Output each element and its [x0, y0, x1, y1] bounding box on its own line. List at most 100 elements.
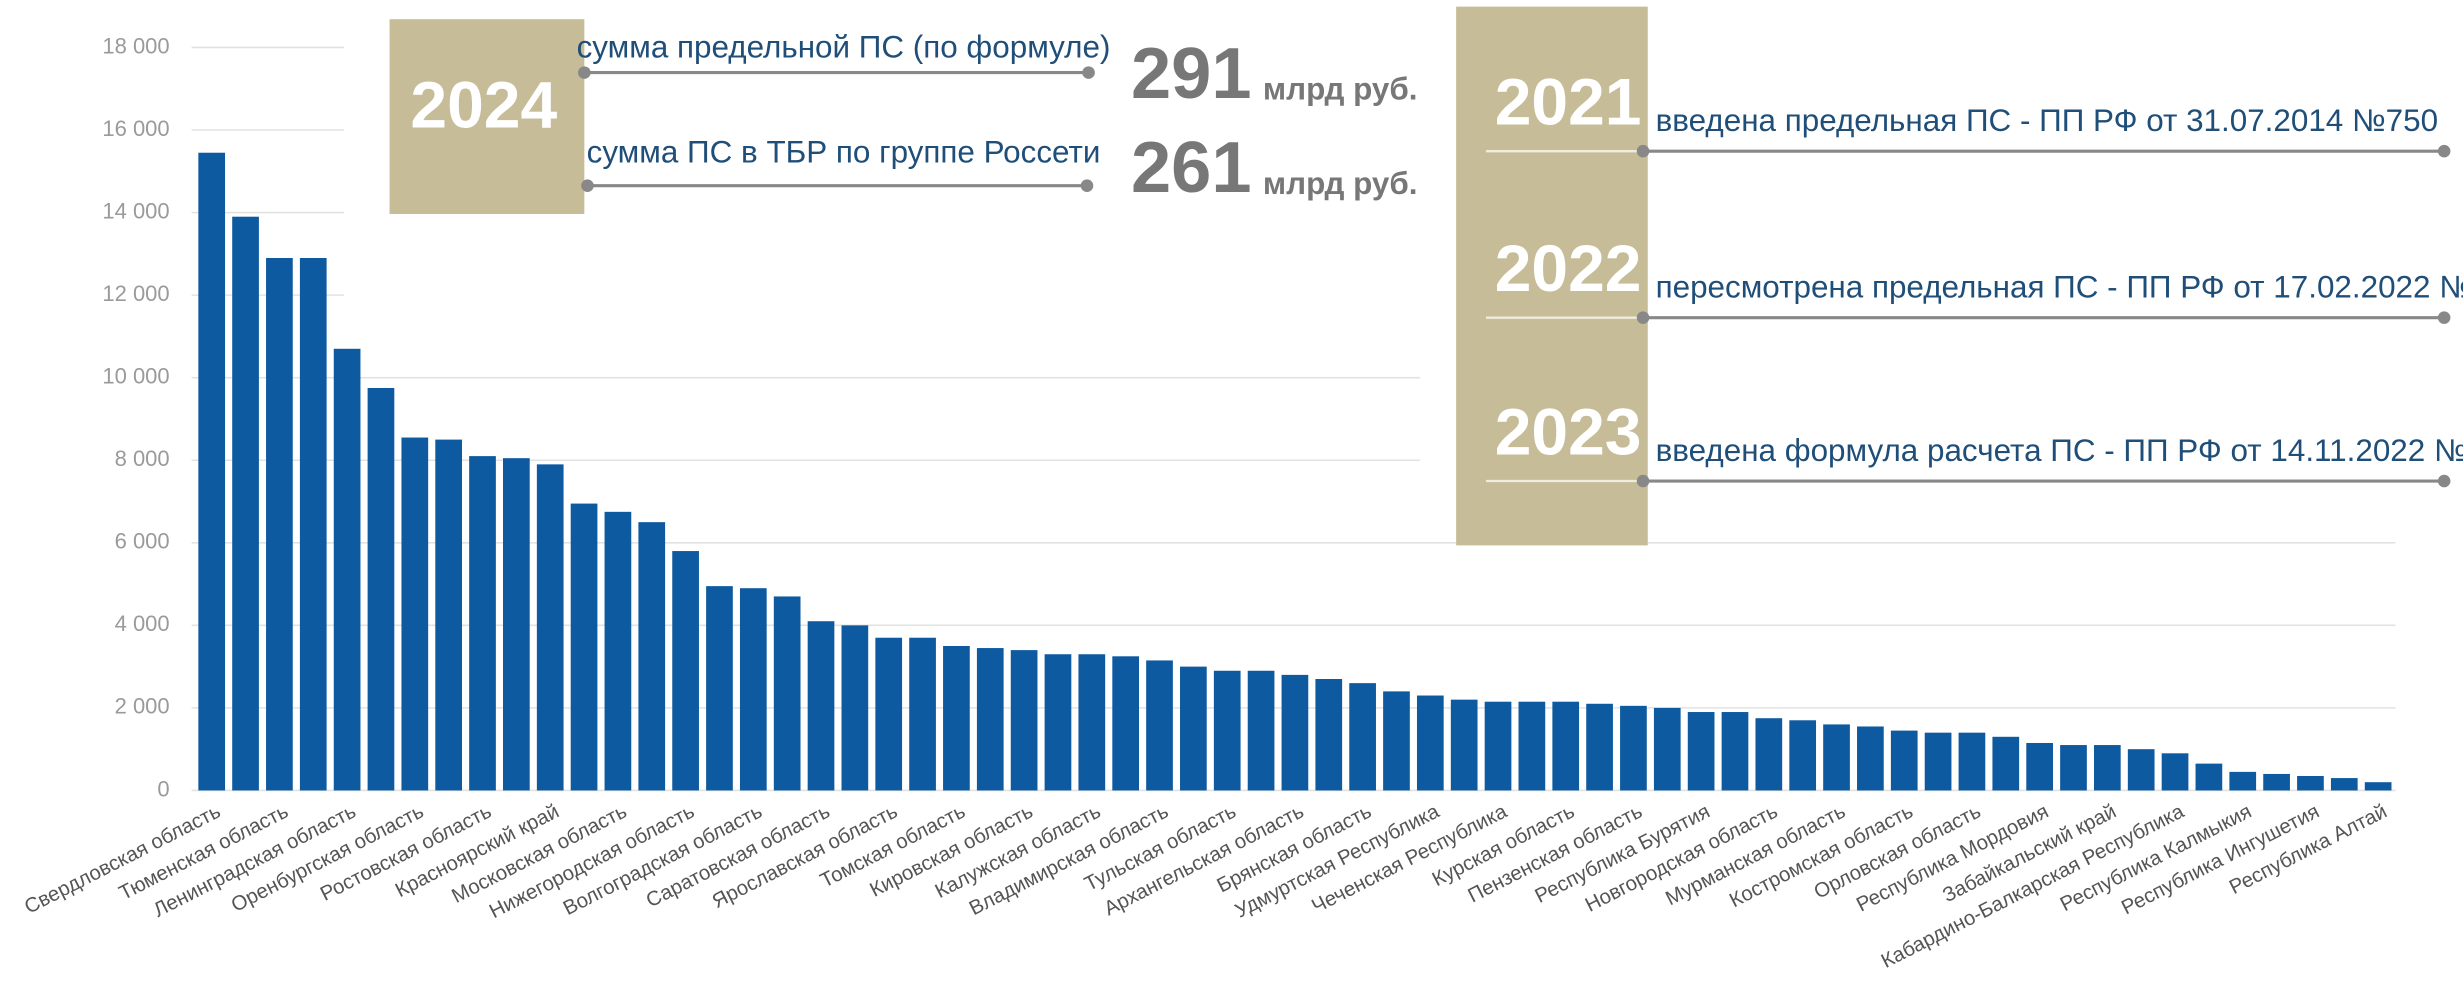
bar [299, 257, 327, 791]
y-tick-label: 12 000 [102, 281, 169, 306]
dot [1636, 144, 1650, 158]
y-tick-label: 16 000 [102, 116, 169, 141]
bar [1620, 705, 1647, 791]
bar [1518, 701, 1546, 791]
bar [2127, 749, 2155, 791]
bar [638, 522, 666, 791]
bar [1484, 701, 1512, 791]
bar [1924, 732, 1952, 791]
bar [1180, 666, 1207, 791]
year-box [389, 19, 585, 214]
bar [2364, 782, 2392, 791]
timeline-year: 2021 [1495, 65, 1642, 139]
timeline: 2021 введена предельная ПС - ПП РФ от 31.… [1485, 65, 2463, 488]
bar [435, 439, 463, 791]
bar [570, 503, 598, 791]
summary-label: сумма предельной ПС (по формуле) [577, 29, 1111, 64]
bar [266, 257, 293, 791]
bar [1112, 656, 1140, 791]
bar [2093, 745, 2121, 791]
timeline-text: пересмотрена предельная ПС - ПП РФ от 17… [1656, 270, 2463, 305]
bar [1383, 691, 1410, 791]
bar [1247, 670, 1275, 791]
bar [1857, 726, 1884, 791]
bar [1823, 724, 1850, 791]
timeline-year: 2023 [1495, 394, 1642, 468]
dot [2437, 311, 2451, 324]
bar [1958, 732, 1986, 791]
y-tick-label: 14 000 [102, 198, 169, 223]
bar [672, 551, 699, 791]
bar [2297, 776, 2324, 791]
timeline-text: введена предельная ПС - ПП РФ от 31.07.2… [1656, 103, 2438, 138]
bar [1552, 701, 1580, 791]
bar [909, 637, 936, 791]
bar [2330, 778, 2358, 791]
bar [198, 152, 226, 791]
bar [1010, 650, 1038, 791]
bar [1450, 699, 1478, 791]
timeline-text: введена формула расчета ПС - ПП РФ от 14… [1656, 433, 2463, 468]
bar [536, 464, 564, 791]
bar [1078, 654, 1106, 791]
bar [401, 437, 429, 791]
dot [1080, 179, 1094, 192]
bar [2195, 763, 2223, 791]
bar [2060, 745, 2087, 791]
bar [469, 456, 496, 791]
bar [1992, 736, 2020, 791]
dot [1636, 311, 1650, 324]
summary-value: 261 [1131, 128, 1252, 208]
bar [2263, 773, 2290, 791]
bar [807, 621, 835, 791]
y-tick-label: 0 [157, 776, 169, 801]
bar [739, 588, 767, 791]
bar [2161, 753, 2189, 791]
bar [875, 637, 903, 791]
timeline-box [1456, 6, 1648, 546]
bar [1044, 654, 1072, 791]
dot [581, 179, 594, 192]
y-tick-label: 8 000 [115, 446, 170, 471]
bar [1890, 730, 1918, 791]
bar [1755, 718, 1783, 791]
bar [1687, 712, 1715, 791]
bar [232, 216, 259, 791]
bar [1315, 679, 1343, 791]
bar [1653, 707, 1681, 791]
y-tick-label: 6 000 [115, 529, 170, 554]
bar [706, 586, 733, 791]
backdrop [344, 0, 2463, 362]
bar [1721, 712, 1749, 791]
y-tick-label: 18 000 [102, 33, 169, 58]
bar [604, 511, 632, 791]
bar [1281, 674, 1309, 791]
bar [841, 625, 869, 791]
bar [367, 388, 395, 791]
timeline-year: 2022 [1495, 231, 1642, 305]
summary-year: 2024 [410, 68, 557, 142]
y-tick-label: 10 000 [102, 363, 169, 388]
y-tick-label: 2 000 [115, 694, 170, 719]
bar [2026, 742, 2053, 791]
bar [1349, 683, 1376, 791]
bar [1146, 660, 1173, 791]
bar [2229, 771, 2257, 791]
summary-label: сумма ПС в ТБР по группе Россети [587, 135, 1101, 170]
dot [2437, 474, 2451, 488]
bar [1416, 695, 1444, 791]
dot [578, 66, 591, 79]
summary-value: 291 [1131, 34, 1252, 114]
summary-unit: млрд руб. [1263, 72, 1418, 107]
bar [333, 348, 361, 791]
summary-unit: млрд руб. [1263, 166, 1418, 201]
bar [503, 458, 530, 791]
dot [1636, 474, 1650, 488]
dot [2437, 144, 2451, 158]
bar [773, 596, 801, 791]
bar [1789, 720, 1817, 791]
bar [1586, 703, 1613, 791]
bar [976, 648, 1004, 791]
dot [1082, 66, 1095, 79]
